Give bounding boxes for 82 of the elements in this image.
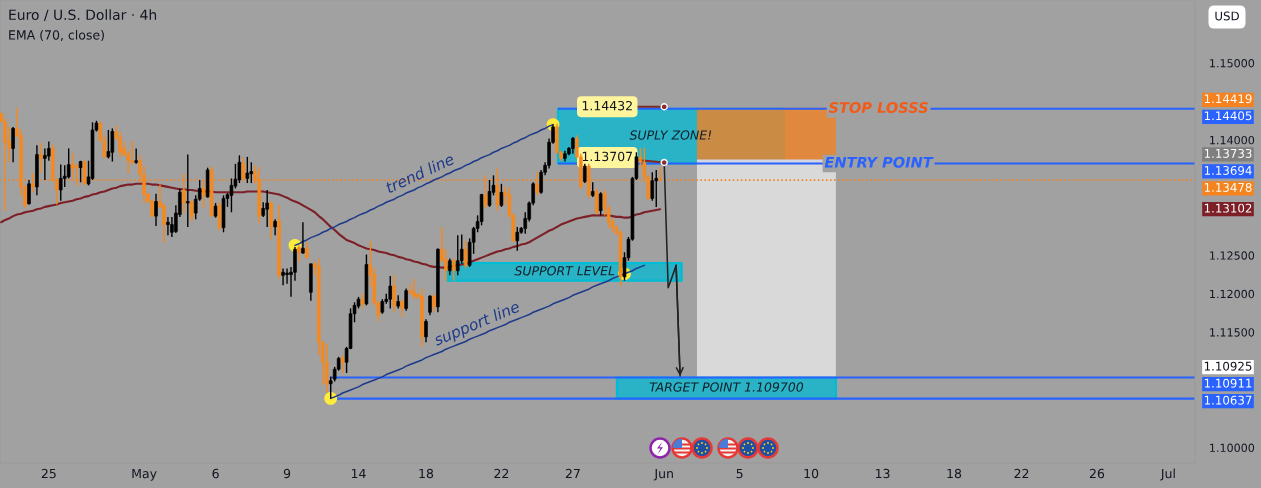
x-tick-label: 27 [565,468,580,479]
candlestick [301,221,305,255]
annotation: 1.13707 [582,151,633,162]
y-tick-label: 1.14000 [1210,135,1255,145]
candlestick [27,179,31,206]
band-label: SUPPORT LEVEL [514,266,615,276]
x-tick-label: 10 [804,468,819,479]
candlestick [3,117,7,212]
text: Euro / U.S. Dollar · 4h [9,9,157,22]
candlestick [499,183,504,208]
x-tick-label: 22 [494,468,509,479]
ref-line-label: 1.10637 [1204,395,1252,405]
y-tick-label: 1.12000 [1210,289,1255,299]
ref-line-label: 1.14405 [1204,111,1252,121]
candlestick [162,203,166,244]
candlestick [31,172,35,193]
x-tick-label: 25 [41,468,56,479]
candlestick [39,142,43,174]
candlestick [408,283,412,297]
candlestick [241,156,246,183]
text: EMA (70, close) [9,29,104,42]
candlestick [404,287,408,312]
x-tick-label: 14 [351,468,366,479]
candlestick [583,163,587,184]
ref-line-label: 1.13478 [1204,182,1252,192]
candlestick [428,294,432,317]
annotation: STOP LOSSS [828,102,928,114]
candlestick [66,147,71,180]
x-tick-label: 9 [283,468,291,479]
candlestick [297,244,301,263]
candlestick [269,200,273,240]
x-tick-label: 26 [1089,468,1105,479]
candlestick [654,169,659,208]
text: 1.14419 [1204,94,1252,104]
candlestick [424,318,428,343]
annotation: 1.14432 [582,100,632,111]
x-tick-label: 18 [419,468,434,479]
annotation: ENTRY POINT [824,156,934,168]
x-tick-label: 13 [875,468,890,479]
candlestick [186,153,190,228]
candlestick [487,179,492,208]
y-tick-label: 1.11500 [1210,328,1255,337]
candlestick [463,240,468,270]
candlestick [650,171,655,202]
candlestick [62,164,67,188]
candlestick [324,343,329,393]
ref-line-label: 1.10911 [1204,378,1252,388]
candlestick [245,156,250,184]
candlestick [134,147,138,165]
x-tick-label: 18 [947,468,962,479]
candlestick [154,193,158,227]
x-tick-label: May [132,468,157,481]
candlestick [265,189,269,228]
band-label: TARGET POINT 1.109700 [649,382,804,392]
candlestick [285,267,289,285]
text: 1.13733 [1204,148,1252,158]
x-tick-label: Jun [653,468,673,481]
x-tick-label: 6 [212,468,219,479]
candlestick [594,187,599,216]
x-tick-label: 22 [1014,468,1029,479]
candlestick [388,275,393,310]
candlestick [598,191,603,217]
candlestick [58,163,63,202]
candlestick [106,129,111,160]
y-tick-label: 1.10000 [1210,443,1255,452]
candlestick [412,278,416,300]
candlestick [110,127,115,163]
candlestick [452,257,456,282]
y-tick-label: 1.12500 [1210,251,1255,260]
candlestick [166,216,170,237]
text: 1.13102 [1204,203,1252,213]
text: 1.10925 [1204,361,1252,371]
candlestick [455,234,460,277]
candlestick [237,154,242,184]
text: USD [1215,11,1239,21]
x-tick-label: 5 [736,468,743,479]
y-tick-label: 1.15000 [1210,59,1255,68]
x-tick-label: Jul [1160,468,1175,481]
candlestick [11,126,15,163]
ref-line-label: 1.13694 [1204,165,1252,175]
candlestick [281,267,285,287]
candlestick [217,200,222,232]
